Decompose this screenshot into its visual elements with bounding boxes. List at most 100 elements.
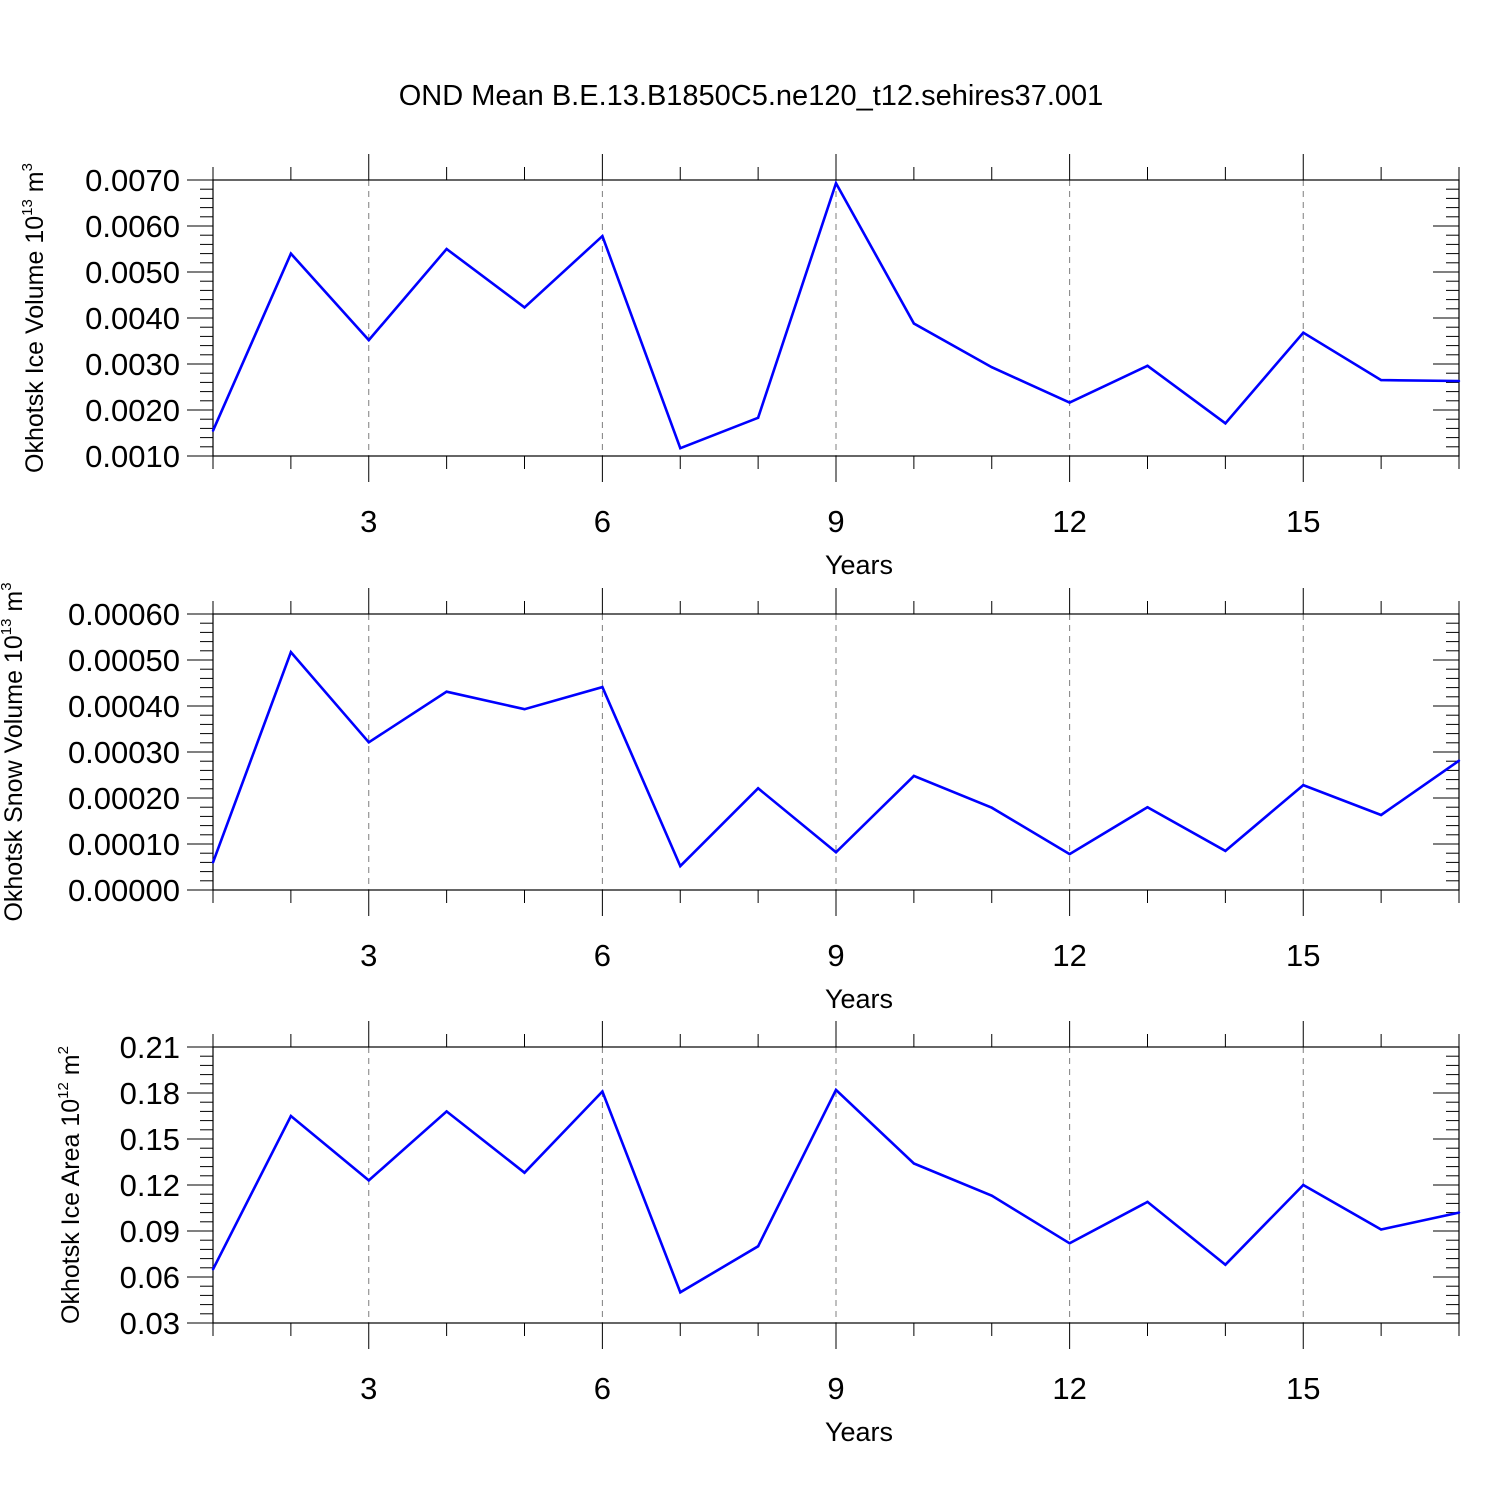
data-point (1068, 852, 1071, 856)
y-axis-label-superscript: 2 (55, 1046, 72, 1054)
y-tick-label: 0.0050 (85, 255, 180, 290)
data-point (1224, 849, 1227, 853)
data-point (367, 1179, 370, 1182)
y-axis-label-superscript: 12 (55, 1082, 72, 1099)
data-point (445, 1110, 448, 1113)
x-tick-label: 15 (1286, 1371, 1320, 1406)
x-tick-label: 9 (827, 504, 844, 539)
data-point (601, 685, 604, 689)
y-tick-label: 0.12 (120, 1168, 180, 1203)
y-tick-label: 0.00040 (68, 689, 180, 724)
x-tick-label: 3 (360, 504, 377, 539)
data-point (211, 1268, 215, 1271)
data-point (990, 806, 993, 809)
data-point (1068, 401, 1071, 404)
y-tick-label: 0.00000 (68, 873, 180, 908)
y-axis-label-text: Okhotsk Ice Area 10 (57, 1099, 85, 1324)
x-tick-label: 15 (1286, 504, 1320, 539)
panels-container: 0.0010 0.0020 0.0030 0.0040 0.0050 0.0060 0.00… (0, 154, 1461, 1447)
x-axis-label: Years (825, 550, 893, 580)
y-tick-label: 0.0060 (85, 209, 180, 244)
y-axis-label-superscript: 13 (0, 619, 15, 636)
data-point (834, 182, 838, 185)
y-tick-label: 0.00030 (68, 735, 180, 770)
y-axis-label: Okhotsk Snow Volume 1013 m3 (0, 582, 28, 921)
y-tick-label: 0.0020 (85, 393, 180, 428)
data-point (289, 252, 293, 255)
x-tick-label: 12 (1052, 1371, 1086, 1406)
data-point (1146, 1200, 1149, 1204)
data-point (523, 306, 526, 309)
data-point (990, 1194, 993, 1197)
data-point (756, 1245, 760, 1248)
y-tick-label: 0.0070 (85, 163, 180, 198)
y-tick-label: 0.00020 (68, 781, 180, 816)
data-point (679, 1291, 682, 1294)
x-tick-label: 3 (360, 938, 377, 973)
data-point (601, 234, 604, 238)
y-tick-label: 0.0030 (85, 347, 180, 382)
data-point (367, 338, 370, 342)
y-axis-label-superscript: 3 (0, 582, 15, 590)
data-point (834, 1088, 838, 1092)
y-tick-label: 0.0010 (85, 439, 180, 474)
data-point (523, 1171, 526, 1174)
data-point (1379, 813, 1383, 817)
data-point (523, 708, 526, 711)
y-tick-label: 0.18 (120, 1076, 180, 1111)
data-point (445, 690, 448, 693)
data-point (834, 851, 838, 854)
data-point (367, 741, 370, 744)
x-tick-label: 6 (594, 1371, 611, 1406)
data-point (1379, 1228, 1383, 1231)
data-point (912, 774, 916, 778)
y-axis-label-text: m (0, 591, 28, 619)
data-point (1379, 378, 1383, 382)
y-tick-label: 0.21 (120, 1030, 180, 1065)
data-point (1302, 1183, 1305, 1187)
y-tick-label: 0.00060 (68, 597, 180, 632)
data-point (1457, 759, 1461, 762)
data-point (211, 861, 215, 864)
x-tick-label: 12 (1052, 504, 1086, 539)
data-point (1146, 364, 1149, 368)
y-axis-label-text: m (21, 171, 49, 199)
y-axis-label-superscript: 3 (19, 163, 36, 171)
chart-title: OND Mean B.E.13.B1850C5.ne120_t12.sehire… (399, 80, 1104, 112)
chart-panel-2: 0.00000 0.00010 0.00020 0.00030 0.00040 0.000… (0, 582, 1461, 1014)
data-point (912, 322, 916, 325)
x-tick-label: 15 (1286, 938, 1320, 973)
data-point (289, 650, 293, 654)
y-tick-label: 0.0040 (85, 301, 180, 336)
x-tick-label: 9 (827, 938, 844, 973)
data-point (1457, 1211, 1461, 1214)
y-axis-label-text: m (57, 1054, 85, 1082)
data-point (679, 446, 682, 450)
x-tick-label: 12 (1052, 938, 1086, 973)
y-tick-label: 0.06 (120, 1260, 180, 1295)
x-tick-label: 6 (594, 504, 611, 539)
x-tick-label: 9 (827, 1371, 844, 1406)
data-point (756, 416, 760, 420)
y-axis-label-text: Okhotsk Ice Volume 10 (21, 216, 49, 473)
data-point (990, 366, 993, 369)
data-point (679, 864, 682, 868)
data-point (1068, 1242, 1071, 1245)
y-axis-label-text: Okhotsk Snow Volume 10 (0, 635, 28, 921)
data-point (1302, 331, 1305, 334)
y-axis-label-superscript: 13 (19, 199, 36, 216)
chart-panel-1: 0.0010 0.0020 0.0030 0.0040 0.0050 0.0060 0.00… (19, 154, 1461, 580)
x-tick-label: 6 (594, 938, 611, 973)
y-tick-label: 0.09 (120, 1214, 180, 1249)
chart-panel-3: 0.03 0.06 0.09 0.12 0.15 0.18 0.21 3 6 9 12 15 Years… (55, 1021, 1461, 1447)
y-tick-label: 0.15 (120, 1122, 180, 1157)
y-tick-label: 0.03 (120, 1306, 180, 1341)
y-axis-label: Okhotsk Ice Area 1012 m2 (55, 1046, 85, 1324)
data-point (601, 1090, 604, 1093)
data-point (211, 429, 215, 432)
data-point (1224, 1263, 1227, 1266)
y-tick-label: 0.00010 (68, 827, 180, 862)
x-axis-label: Years (825, 984, 893, 1014)
x-tick-label: 3 (360, 1371, 377, 1406)
data-point (912, 1162, 916, 1165)
